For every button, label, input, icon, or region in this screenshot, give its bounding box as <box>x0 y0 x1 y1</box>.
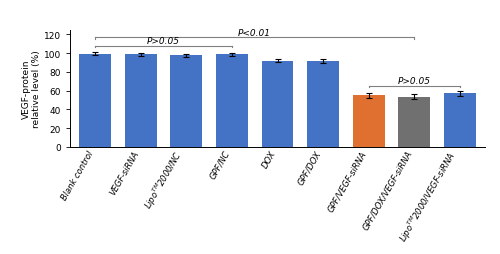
Bar <box>124 55 156 147</box>
Bar <box>170 56 202 147</box>
Bar <box>444 94 476 147</box>
Text: P>0.05: P>0.05 <box>147 37 180 46</box>
Text: P<0.01: P<0.01 <box>238 28 271 38</box>
Bar <box>398 97 430 147</box>
Bar <box>79 54 111 147</box>
Y-axis label: VEGF-protein
relative level (%): VEGF-protein relative level (%) <box>22 50 41 128</box>
Bar <box>216 55 248 147</box>
Text: P>0.05: P>0.05 <box>398 77 431 86</box>
Bar <box>352 96 384 147</box>
Bar <box>262 61 294 147</box>
Bar <box>307 62 339 147</box>
